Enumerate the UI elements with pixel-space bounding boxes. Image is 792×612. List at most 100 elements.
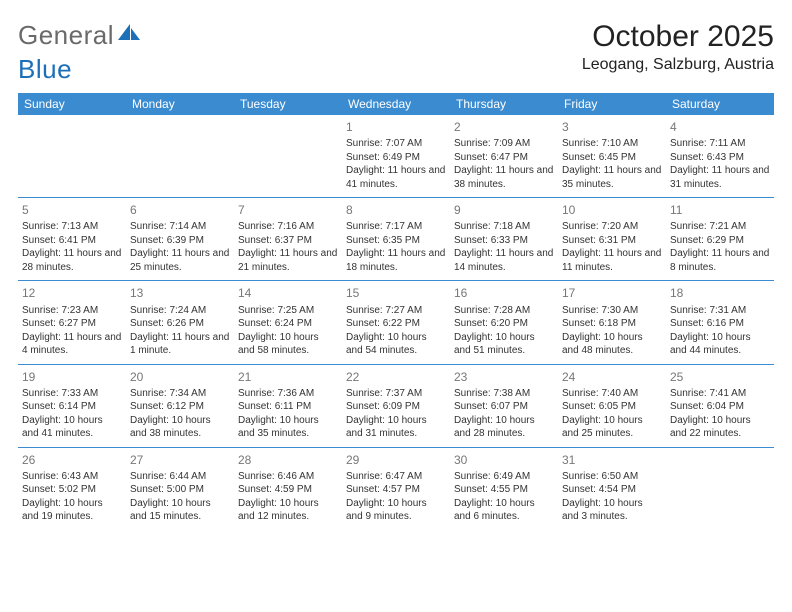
daylight-line: Daylight: 11 hours and 35 minutes.	[562, 164, 662, 191]
calendar-day-cell: 17Sunrise: 7:30 AMSunset: 6:18 PMDayligh…	[558, 281, 666, 364]
daylight-line: Daylight: 10 hours and 38 minutes.	[130, 414, 230, 441]
daylight-line: Daylight: 11 hours and 28 minutes.	[22, 247, 122, 274]
calendar-day-cell: 9Sunrise: 7:18 AMSunset: 6:33 PMDaylight…	[450, 198, 558, 281]
daylight-line: Daylight: 11 hours and 8 minutes.	[670, 247, 770, 274]
calendar-day-cell	[666, 447, 774, 530]
sunrise-line: Sunrise: 7:18 AM	[454, 220, 554, 234]
sunrise-line: Sunrise: 7:33 AM	[22, 387, 122, 401]
sunrise-line: Sunrise: 7:25 AM	[238, 304, 338, 318]
calendar-day-cell: 4Sunrise: 7:11 AMSunset: 6:43 PMDaylight…	[666, 115, 774, 198]
daylight-line: Daylight: 11 hours and 25 minutes.	[130, 247, 230, 274]
sunset-line: Sunset: 6:31 PM	[562, 234, 662, 248]
sunrise-line: Sunrise: 6:47 AM	[346, 470, 446, 484]
sunrise-line: Sunrise: 7:21 AM	[670, 220, 770, 234]
day-number: 21	[238, 369, 338, 385]
day-number: 17	[562, 285, 662, 301]
sunset-line: Sunset: 6:47 PM	[454, 151, 554, 165]
calendar-table: Sunday Monday Tuesday Wednesday Thursday…	[18, 93, 774, 530]
sunset-line: Sunset: 6:20 PM	[454, 317, 554, 331]
sunset-line: Sunset: 4:59 PM	[238, 483, 338, 497]
day-number: 16	[454, 285, 554, 301]
day-number: 25	[670, 369, 770, 385]
sunset-line: Sunset: 6:41 PM	[22, 234, 122, 248]
sunrise-line: Sunrise: 7:31 AM	[670, 304, 770, 318]
day-number: 10	[562, 202, 662, 218]
sunrise-line: Sunrise: 7:30 AM	[562, 304, 662, 318]
calendar-day-cell: 28Sunrise: 6:46 AMSunset: 4:59 PMDayligh…	[234, 447, 342, 530]
calendar-day-cell: 25Sunrise: 7:41 AMSunset: 6:04 PMDayligh…	[666, 364, 774, 447]
calendar-day-cell: 22Sunrise: 7:37 AMSunset: 6:09 PMDayligh…	[342, 364, 450, 447]
sunset-line: Sunset: 5:00 PM	[130, 483, 230, 497]
sunset-line: Sunset: 6:24 PM	[238, 317, 338, 331]
calendar-day-cell: 31Sunrise: 6:50 AMSunset: 4:54 PMDayligh…	[558, 447, 666, 530]
day-number: 24	[562, 369, 662, 385]
sunset-line: Sunset: 6:14 PM	[22, 400, 122, 414]
sunset-line: Sunset: 6:49 PM	[346, 151, 446, 165]
sunset-line: Sunset: 6:07 PM	[454, 400, 554, 414]
sunset-line: Sunset: 6:45 PM	[562, 151, 662, 165]
calendar-day-cell: 20Sunrise: 7:34 AMSunset: 6:12 PMDayligh…	[126, 364, 234, 447]
day-number: 20	[130, 369, 230, 385]
sunrise-line: Sunrise: 7:10 AM	[562, 137, 662, 151]
sunset-line: Sunset: 6:26 PM	[130, 317, 230, 331]
day-number: 30	[454, 452, 554, 468]
calendar-day-cell: 30Sunrise: 6:49 AMSunset: 4:55 PMDayligh…	[450, 447, 558, 530]
daylight-line: Daylight: 10 hours and 15 minutes.	[130, 497, 230, 524]
calendar-day-cell: 23Sunrise: 7:38 AMSunset: 6:07 PMDayligh…	[450, 364, 558, 447]
daylight-line: Daylight: 11 hours and 18 minutes.	[346, 247, 446, 274]
calendar-day-cell: 11Sunrise: 7:21 AMSunset: 6:29 PMDayligh…	[666, 198, 774, 281]
sunrise-line: Sunrise: 7:23 AM	[22, 304, 122, 318]
sunrise-line: Sunrise: 7:37 AM	[346, 387, 446, 401]
sunrise-line: Sunrise: 7:36 AM	[238, 387, 338, 401]
calendar-week-row: 19Sunrise: 7:33 AMSunset: 6:14 PMDayligh…	[18, 364, 774, 447]
sunset-line: Sunset: 6:29 PM	[670, 234, 770, 248]
sunset-line: Sunset: 6:35 PM	[346, 234, 446, 248]
day-number: 13	[130, 285, 230, 301]
sunrise-line: Sunrise: 7:13 AM	[22, 220, 122, 234]
day-number: 31	[562, 452, 662, 468]
calendar-week-row: 26Sunrise: 6:43 AMSunset: 5:02 PMDayligh…	[18, 447, 774, 530]
day-number: 28	[238, 452, 338, 468]
col-wednesday: Wednesday	[342, 93, 450, 115]
calendar-week-row: 12Sunrise: 7:23 AMSunset: 6:27 PMDayligh…	[18, 281, 774, 364]
sunrise-line: Sunrise: 6:43 AM	[22, 470, 122, 484]
sunrise-line: Sunrise: 7:20 AM	[562, 220, 662, 234]
sunset-line: Sunset: 4:54 PM	[562, 483, 662, 497]
sunrise-line: Sunrise: 7:41 AM	[670, 387, 770, 401]
sunrise-line: Sunrise: 7:40 AM	[562, 387, 662, 401]
day-number: 3	[562, 119, 662, 135]
col-tuesday: Tuesday	[234, 93, 342, 115]
calendar-day-cell: 7Sunrise: 7:16 AMSunset: 6:37 PMDaylight…	[234, 198, 342, 281]
calendar-day-cell	[126, 115, 234, 198]
sunset-line: Sunset: 6:22 PM	[346, 317, 446, 331]
brand-logo: General	[18, 20, 142, 51]
sunrise-line: Sunrise: 7:17 AM	[346, 220, 446, 234]
day-number: 27	[130, 452, 230, 468]
sunset-line: Sunset: 6:09 PM	[346, 400, 446, 414]
daylight-line: Daylight: 10 hours and 51 minutes.	[454, 331, 554, 358]
day-number: 5	[22, 202, 122, 218]
brand-part1: General	[18, 20, 114, 51]
sunrise-line: Sunrise: 7:34 AM	[130, 387, 230, 401]
col-friday: Friday	[558, 93, 666, 115]
calendar-day-cell: 10 Sunrise: 7:20 AMSunset: 6:31 PMDayligh…	[558, 198, 666, 281]
calendar-day-cell: 13Sunrise: 7:24 AMSunset: 6:26 PMDayligh…	[126, 281, 234, 364]
day-number: 26	[22, 452, 122, 468]
day-number: 4	[670, 119, 770, 135]
sunset-line: Sunset: 6:27 PM	[22, 317, 122, 331]
col-saturday: Saturday	[666, 93, 774, 115]
calendar-day-cell: 3 Sunrise: 7:10 AMSunset: 6:45 PMDaylight…	[558, 115, 666, 198]
sunrise-line: Sunrise: 6:50 AM	[562, 470, 662, 484]
daylight-line: Daylight: 10 hours and 54 minutes.	[346, 331, 446, 358]
sunrise-line: Sunrise: 7:16 AM	[238, 220, 338, 234]
sunrise-line: Sunrise: 7:11 AM	[670, 137, 770, 151]
daylight-line: Daylight: 11 hours and 11 minutes.	[562, 247, 662, 274]
daylight-line: Daylight: 10 hours and 28 minutes.	[454, 414, 554, 441]
sunrise-line: Sunrise: 7:28 AM	[454, 304, 554, 318]
sunrise-line: Sunrise: 6:46 AM	[238, 470, 338, 484]
month-title: October 2025	[582, 20, 774, 54]
calendar-day-cell: 21Sunrise: 7:36 AMSunset: 6:11 PMDayligh…	[234, 364, 342, 447]
calendar-day-cell: 18Sunrise: 7:31 AMSunset: 6:16 PMDayligh…	[666, 281, 774, 364]
sunset-line: Sunset: 4:55 PM	[454, 483, 554, 497]
calendar-day-cell: 15Sunrise: 7:27 AMSunset: 6:22 PMDayligh…	[342, 281, 450, 364]
